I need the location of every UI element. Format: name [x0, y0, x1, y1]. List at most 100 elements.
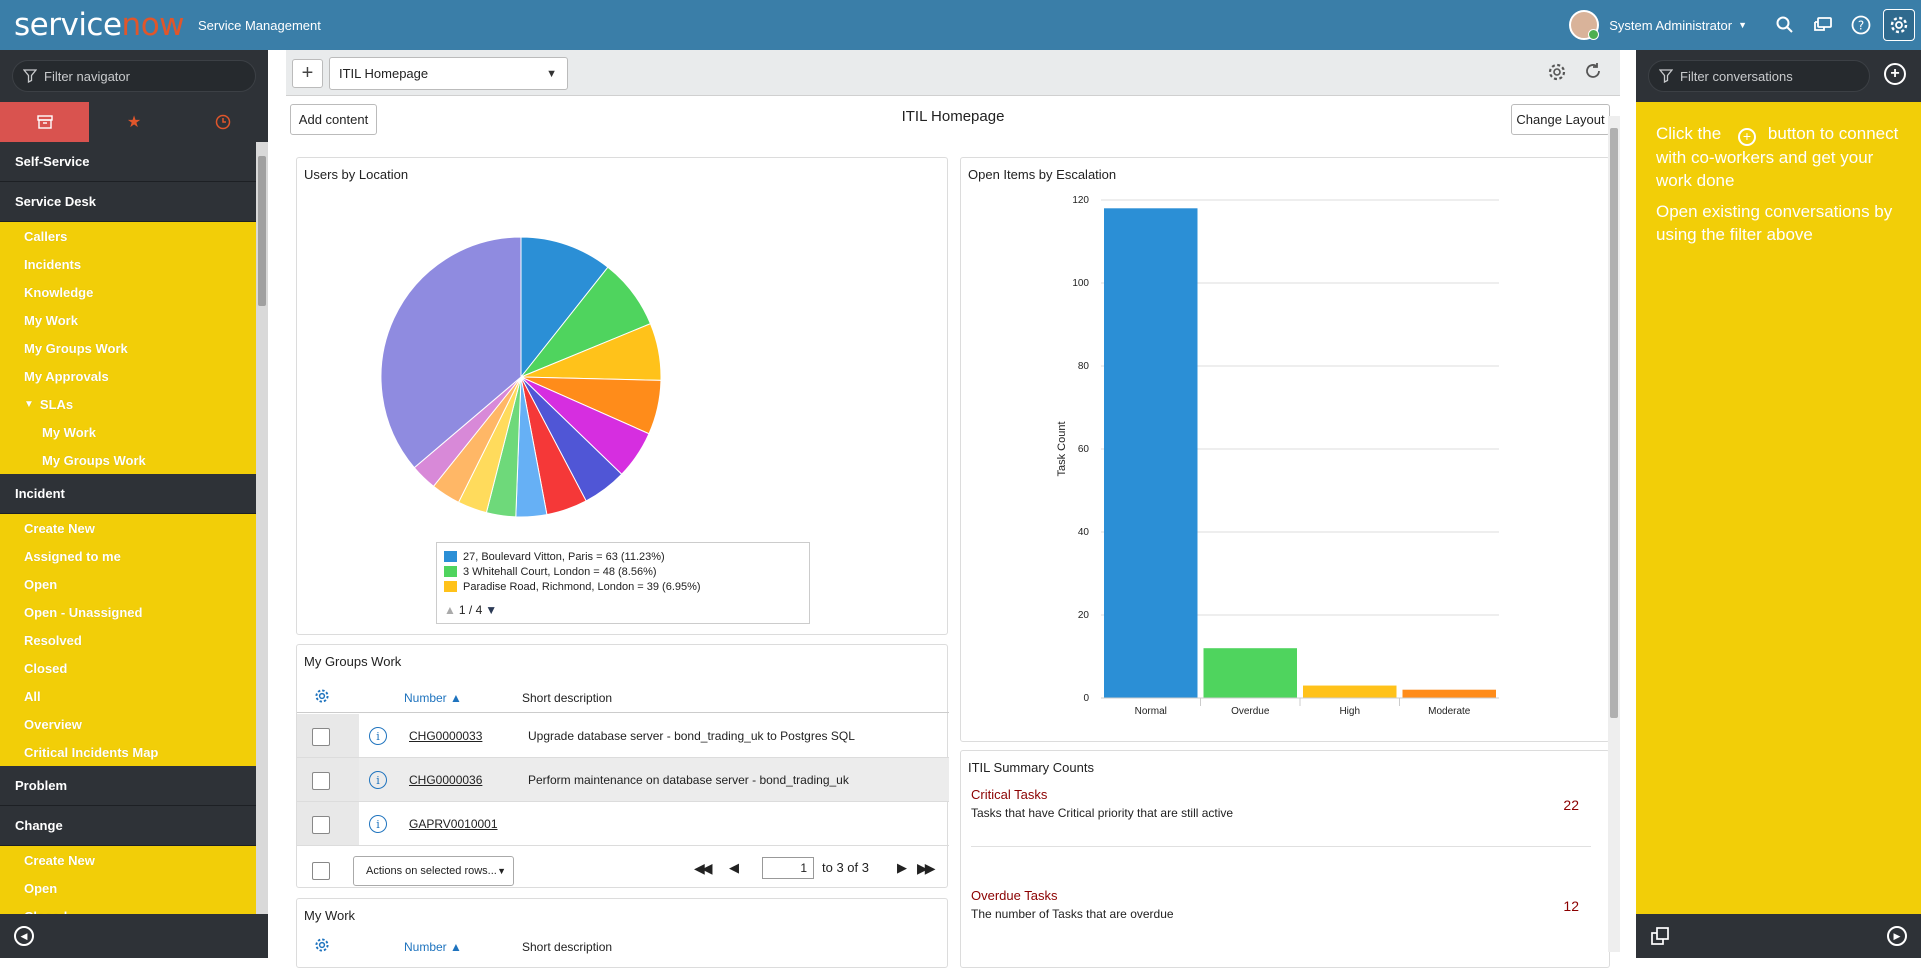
- nav-section-change[interactable]: Change: [0, 806, 256, 846]
- summary-item-title[interactable]: Critical Tasks: [971, 787, 1048, 802]
- bar[interactable]: [1402, 689, 1497, 698]
- nav-item-open[interactable]: Open: [0, 570, 256, 598]
- change-layout-button[interactable]: Change Layout: [1511, 104, 1610, 135]
- nav-item-overview[interactable]: Overview: [0, 710, 256, 738]
- preview-info-icon[interactable]: i: [369, 815, 387, 833]
- table-row[interactable]: i GAPRV0010001: [297, 802, 949, 846]
- content-scrollbar-thumb[interactable]: [1610, 128, 1618, 718]
- all-applications-tab[interactable]: [0, 102, 90, 142]
- y-tick-label[interactable]: 20: [1078, 610, 1090, 621]
- favorites-tab[interactable]: ★: [89, 102, 178, 142]
- settings-gear-icon[interactable]: [1883, 9, 1915, 41]
- filter-navigator-input[interactable]: Filter navigator: [12, 60, 256, 92]
- nav-item-my-groups-work[interactable]: My Groups Work: [0, 334, 256, 362]
- column-header-number[interactable]: Number ▲: [404, 691, 462, 705]
- table-row[interactable]: i CHG0000033 Upgrade database server - b…: [297, 714, 949, 758]
- preview-info-icon[interactable]: i: [369, 771, 387, 789]
- nav-item-my-approvals[interactable]: My Approvals: [0, 362, 256, 390]
- refresh-icon[interactable]: [1584, 62, 1602, 86]
- nav-item-resolved[interactable]: Resolved: [0, 626, 256, 654]
- legend-next-icon[interactable]: ▼: [485, 603, 498, 617]
- nav-item-knowledge[interactable]: Knowledge: [0, 278, 256, 306]
- list-settings-gear-icon[interactable]: [314, 937, 330, 956]
- nav-item-critical-incidents-map[interactable]: Critical Incidents Map: [0, 738, 256, 766]
- y-tick-label[interactable]: 60: [1078, 444, 1090, 455]
- x-tick-label[interactable]: Moderate: [1428, 706, 1471, 717]
- preview-info-icon[interactable]: i: [369, 727, 387, 745]
- y-tick-label[interactable]: 120: [1072, 195, 1089, 206]
- homepage-select[interactable]: ITIL Homepage ▼: [329, 57, 568, 90]
- row-checkbox[interactable]: [312, 772, 330, 790]
- connect-chat-icon[interactable]: [1807, 9, 1839, 41]
- nav-item-assigned-to-me[interactable]: Assigned to me: [0, 542, 256, 570]
- nav-item-create-new[interactable]: Create New: [0, 514, 256, 542]
- y-tick-label[interactable]: 0: [1083, 693, 1089, 704]
- summary-item-count[interactable]: 12: [1563, 898, 1579, 914]
- nav-item-callers[interactable]: Callers: [0, 222, 256, 250]
- y-tick-label[interactable]: 80: [1078, 361, 1090, 372]
- x-tick-label[interactable]: Normal: [1135, 706, 1167, 717]
- x-tick-label[interactable]: Overdue: [1231, 706, 1270, 717]
- servicenow-logo[interactable]: servicenow: [14, 7, 185, 43]
- user-menu-caret-icon[interactable]: ▼: [1738, 20, 1747, 30]
- help-icon[interactable]: ?: [1845, 9, 1877, 41]
- filter-conversations-input[interactable]: Filter conversations: [1648, 60, 1870, 92]
- y-axis-label[interactable]: Task Count: [1056, 421, 1068, 476]
- last-page-icon[interactable]: ▶▶: [917, 860, 935, 876]
- nav-section-incident[interactable]: Incident: [0, 474, 256, 514]
- nav-section-service-desk[interactable]: Service Desk: [0, 182, 256, 222]
- column-header-short-description[interactable]: Short description: [522, 691, 613, 705]
- summary-item-critical-tasks[interactable]: Critical Tasks Tasks that have Critical …: [971, 787, 1591, 820]
- nav-item-open-unassigned[interactable]: Open - Unassigned: [0, 598, 256, 626]
- pie-slice[interactable]: [520, 236, 609, 379]
- legend-entry[interactable]: 3 Whitehall Court, London = 48 (8.56%): [444, 564, 802, 579]
- y-tick-label[interactable]: 40: [1078, 527, 1090, 538]
- nav-item-change-closed[interactable]: Closed: [0, 902, 256, 914]
- nav-item-incidents[interactable]: Incidents: [0, 250, 256, 278]
- bar[interactable]: [1303, 685, 1397, 698]
- first-page-icon[interactable]: ◀◀: [694, 860, 712, 876]
- nav-item-my-work[interactable]: My Work: [0, 306, 256, 334]
- summary-item-title[interactable]: Overdue Tasks: [971, 888, 1058, 903]
- record-number-link[interactable]: CHG0000033: [409, 729, 483, 743]
- nav-item-closed[interactable]: Closed: [0, 654, 256, 682]
- bar[interactable]: [1203, 648, 1298, 698]
- next-page-icon[interactable]: ▶: [897, 860, 907, 875]
- user-avatar[interactable]: [1569, 10, 1600, 40]
- summary-item-overdue-tasks[interactable]: Overdue Tasks The number of Tasks that a…: [971, 888, 1591, 921]
- actions-on-selected-rows-select[interactable]: Actions on selected rows... ▼: [353, 856, 514, 886]
- pop-out-icon[interactable]: [1650, 926, 1670, 949]
- user-name[interactable]: System Administrator: [1609, 17, 1733, 33]
- table-row[interactable]: i CHG0000036 Perform maintenance on data…: [297, 758, 949, 802]
- row-checkbox[interactable]: [312, 816, 330, 834]
- page-number-input[interactable]: 1: [762, 857, 814, 879]
- collapse-navigator-icon[interactable]: ◀: [14, 926, 34, 946]
- search-icon[interactable]: [1769, 9, 1801, 41]
- select-all-checkbox[interactable]: [312, 862, 330, 880]
- new-conversation-plus-icon[interactable]: +: [1884, 63, 1906, 85]
- record-number-link[interactable]: GAPRV0010001: [409, 817, 498, 831]
- navigator-scrollbar-thumb[interactable]: [258, 156, 266, 306]
- record-number-link[interactable]: CHG0000036: [409, 773, 483, 787]
- collapse-connect-icon[interactable]: ▶: [1887, 926, 1907, 946]
- nav-item-change-open[interactable]: Open: [0, 874, 256, 902]
- summary-item-count[interactable]: 22: [1563, 797, 1579, 813]
- nav-section-problem[interactable]: Problem: [0, 766, 256, 806]
- legend-prev-icon[interactable]: ▲: [444, 603, 456, 617]
- x-tick-label[interactable]: High: [1339, 706, 1360, 717]
- nav-item-all[interactable]: All: [0, 682, 256, 710]
- navigator-scrollbar[interactable]: [256, 142, 268, 914]
- users-by-location-pie-chart[interactable]: [297, 158, 949, 538]
- row-checkbox[interactable]: [312, 728, 330, 746]
- list-settings-gear-icon[interactable]: [314, 688, 330, 707]
- nav-item-slas-my-groups-work[interactable]: My Groups Work: [0, 446, 256, 474]
- column-header-number[interactable]: Number ▲: [404, 940, 462, 954]
- add-content-button[interactable]: Add content: [290, 104, 377, 135]
- nav-section-self-service[interactable]: Self-Service: [0, 142, 256, 182]
- pie-slice[interactable]: [380, 236, 522, 469]
- nav-item-slas-my-work[interactable]: My Work: [0, 418, 256, 446]
- previous-page-icon[interactable]: ◀: [729, 860, 739, 875]
- homepage-settings-gear-icon[interactable]: [1547, 62, 1567, 88]
- legend-entry[interactable]: 27, Boulevard Vitton, Paris = 63 (11.23%…: [444, 549, 802, 564]
- bar[interactable]: [1104, 208, 1198, 699]
